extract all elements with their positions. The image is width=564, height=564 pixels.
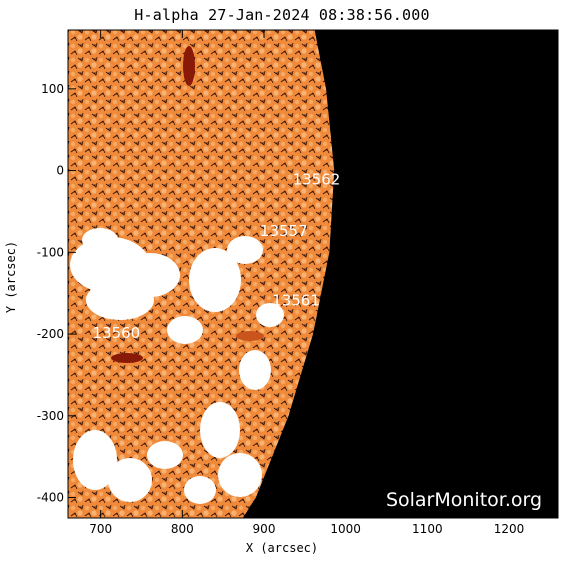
y-tick-label: 0 bbox=[56, 164, 64, 178]
x-tick-label: 1200 bbox=[494, 522, 525, 536]
plage-patch bbox=[147, 441, 183, 469]
active-region-label: 13562 bbox=[293, 170, 341, 188]
active-region-label: 13560 bbox=[93, 324, 141, 342]
y-tick-label: -200 bbox=[37, 327, 64, 341]
plage-patch bbox=[167, 316, 203, 344]
x-tick-label: 700 bbox=[89, 522, 112, 536]
x-tick-label: 1100 bbox=[412, 522, 443, 536]
y-tick-label: -300 bbox=[37, 409, 64, 423]
plage-patch bbox=[184, 476, 216, 504]
plot-frame bbox=[67, 29, 559, 519]
filament bbox=[183, 46, 195, 86]
plage-patch bbox=[73, 430, 117, 490]
plage-patch bbox=[218, 453, 262, 497]
y-axis-label: Y (arcsec) bbox=[4, 240, 18, 314]
filament bbox=[236, 331, 264, 341]
y-tick-label: -100 bbox=[37, 245, 64, 259]
plage-patch bbox=[86, 280, 154, 320]
active-region-label: 13557 bbox=[260, 222, 308, 240]
figure-title: H-alpha 27-Jan-2024 08:38:56.000 bbox=[134, 6, 430, 24]
x-tick-label: 800 bbox=[171, 522, 194, 536]
active-region-label: 13561 bbox=[272, 291, 320, 309]
filaments bbox=[111, 46, 264, 363]
x-tick-label: 1000 bbox=[330, 522, 361, 536]
plage-patch bbox=[189, 248, 241, 312]
x-axis-label: X (arcsec) bbox=[245, 541, 319, 555]
plage-patch bbox=[227, 236, 263, 264]
plage-regions bbox=[70, 228, 284, 504]
filament bbox=[111, 353, 143, 363]
x-tick-label: 900 bbox=[253, 522, 276, 536]
y-tick-label: 100 bbox=[41, 82, 64, 96]
y-axis-ticks: 100 0 -100 -200 -300 -400 bbox=[37, 82, 558, 505]
plage-patch bbox=[108, 458, 152, 502]
x-axis-ticks: 700 800 900 1000 1100 1200 bbox=[89, 30, 524, 536]
y-tick-label: -400 bbox=[37, 491, 64, 505]
plage-patch bbox=[82, 228, 118, 252]
watermark: SolarMonitor.org bbox=[386, 489, 542, 511]
plage-patch bbox=[239, 350, 271, 390]
plage-patch bbox=[256, 303, 284, 327]
active-region-labels: 13562 13557 13561 13560 bbox=[93, 170, 341, 342]
plage-patch bbox=[200, 402, 240, 458]
